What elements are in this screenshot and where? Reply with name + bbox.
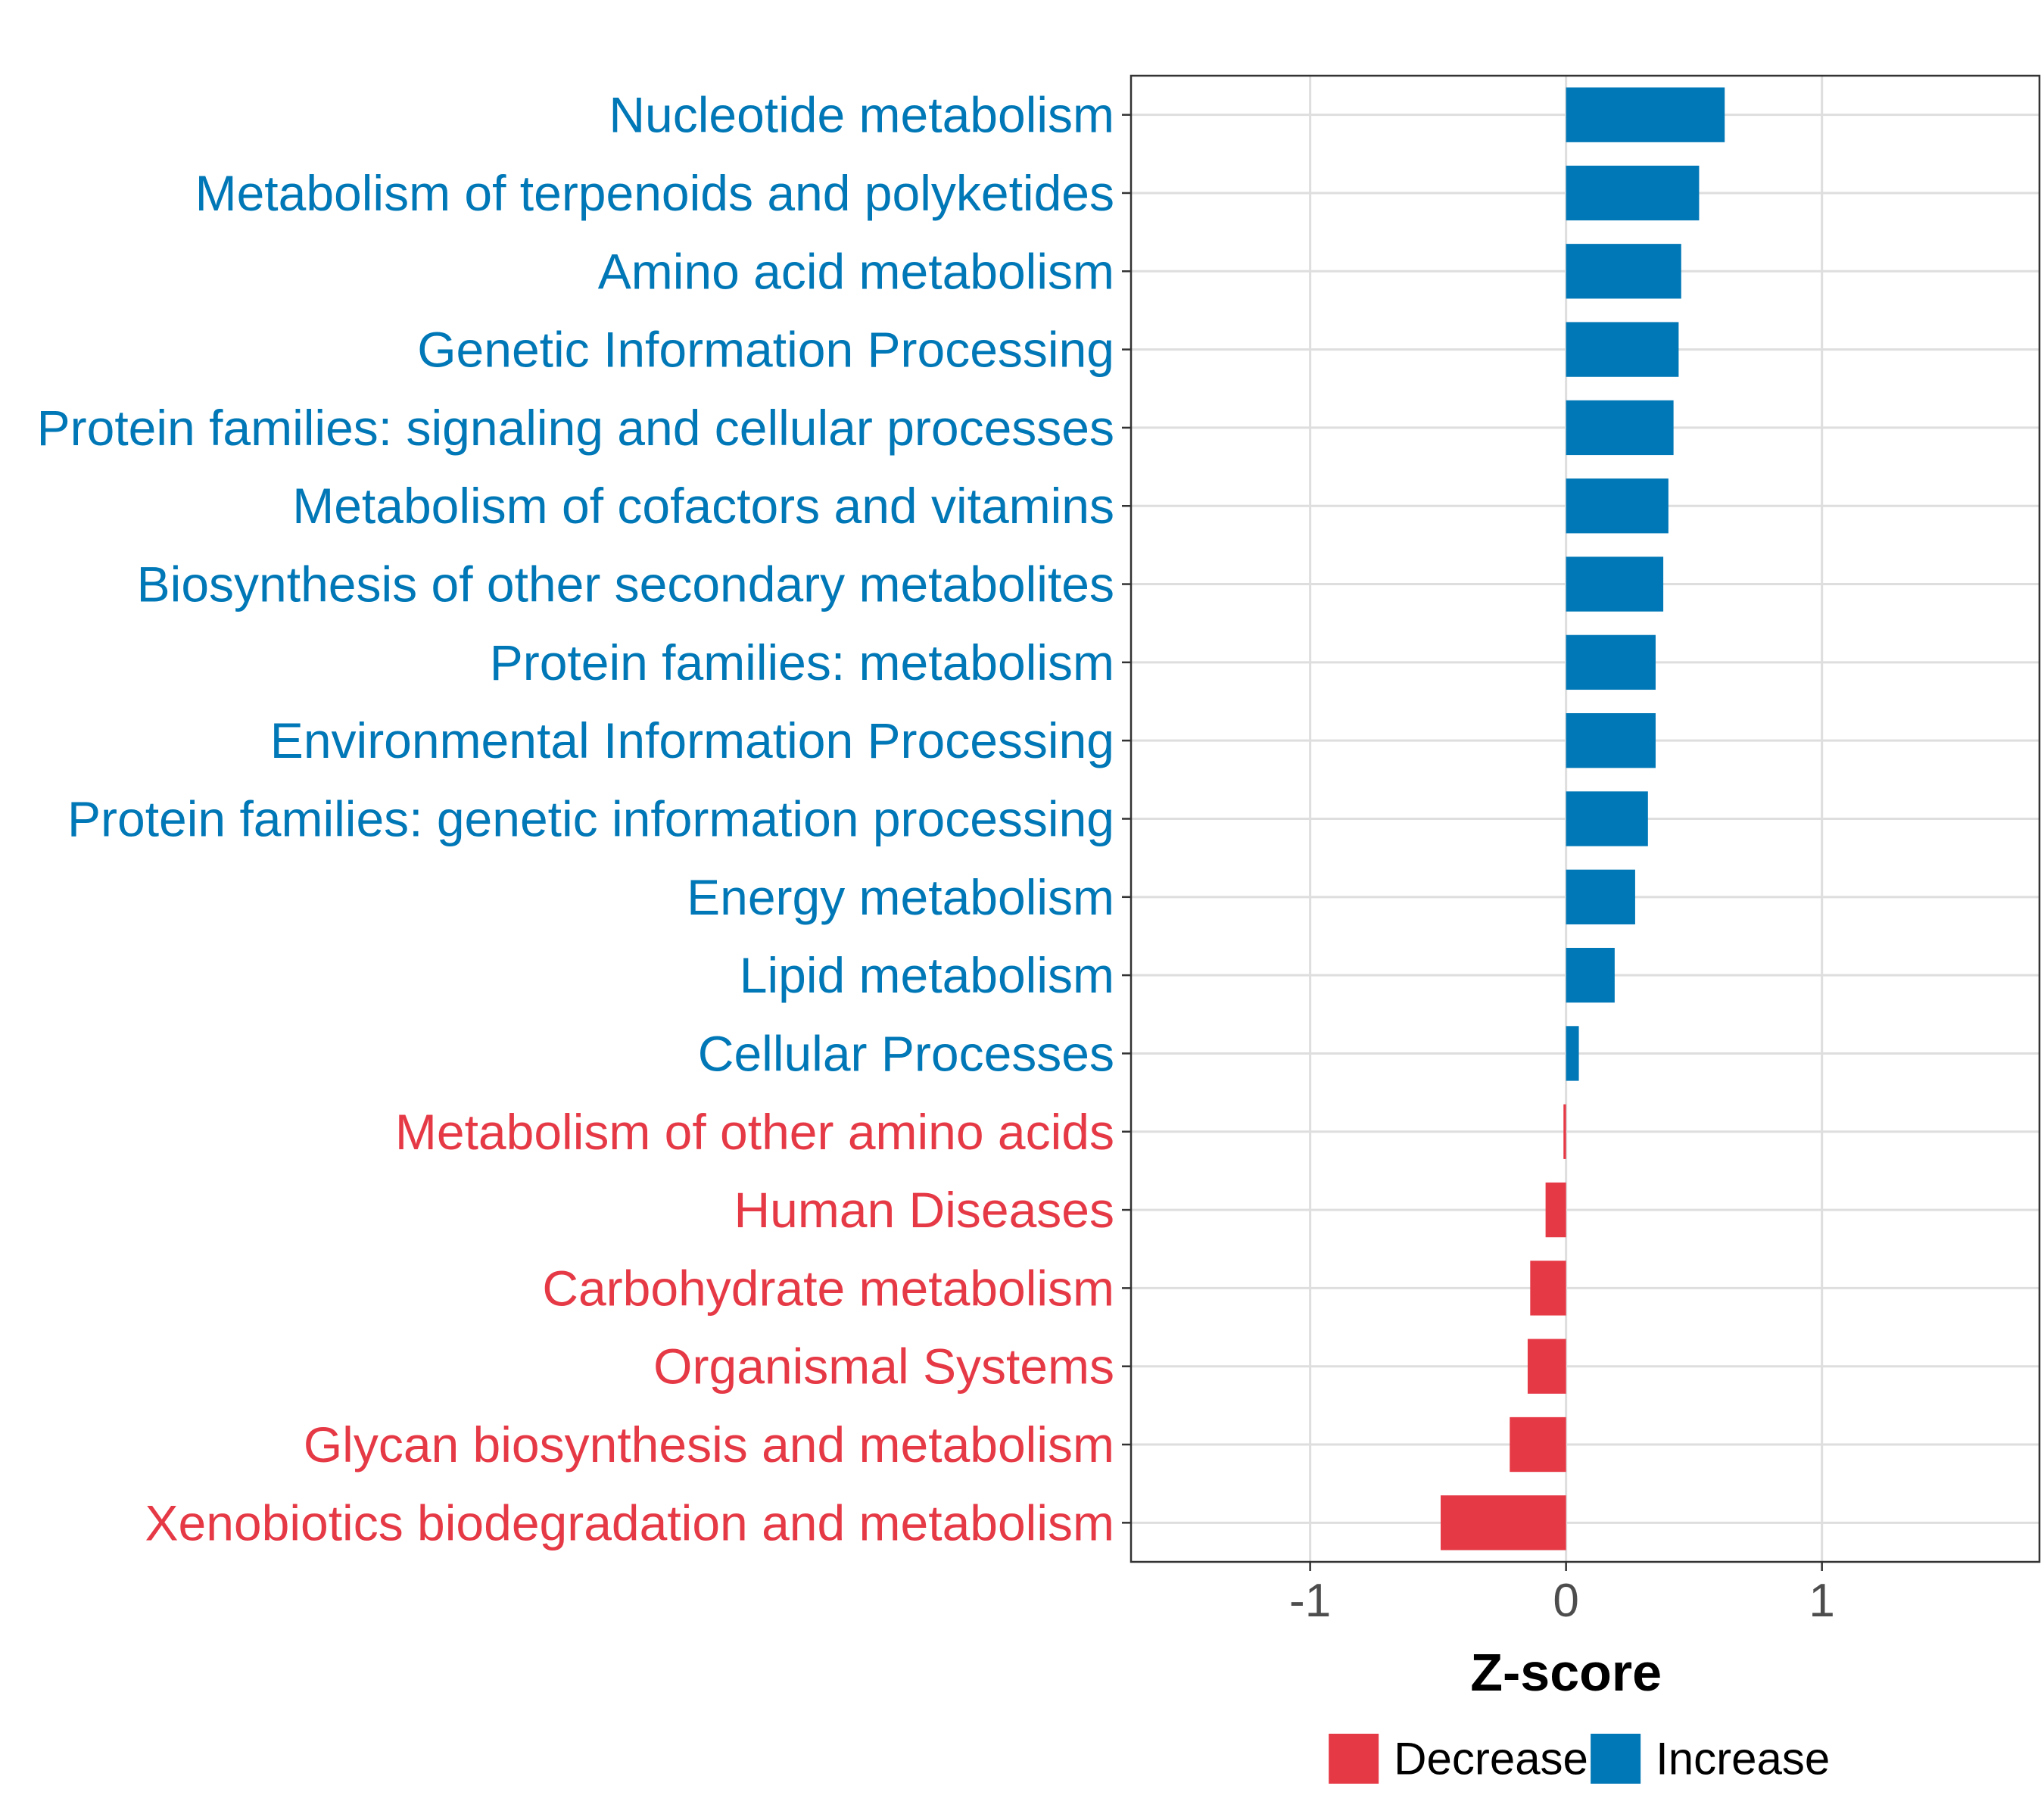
bar <box>1527 1339 1566 1394</box>
y-axis-ticks: Nucleotide metabolism Metabolism of terpe… <box>37 87 1131 1551</box>
category-label: Protein families: signaling and cellular… <box>37 400 1114 456</box>
category-label: Biosynthesis of other secondary metaboli… <box>137 556 1114 612</box>
category-label: Environmental Information Processing <box>270 712 1114 768</box>
x-tick-label: 1 <box>1809 1575 1834 1627</box>
x-tick-label: 0 <box>1553 1575 1578 1627</box>
bar <box>1566 791 1648 846</box>
bar <box>1566 1026 1579 1081</box>
x-tick-label: -1 <box>1289 1575 1331 1627</box>
bar <box>1566 87 1725 142</box>
category-label: Metabolism of cofactors and vitamins <box>292 478 1114 534</box>
category-label: Protein families: metabolism <box>490 634 1114 690</box>
category-label: Genetic Information Processing <box>417 322 1114 378</box>
bars <box>1441 87 1725 1551</box>
category-label: Carbohydrate metabolism <box>542 1260 1114 1316</box>
bar <box>1566 165 1700 221</box>
category-label: Organismal Systems <box>653 1339 1114 1395</box>
category-label: Xenobiotics biodegradation and metabolis… <box>145 1494 1115 1551</box>
category-label: Human Diseases <box>734 1182 1114 1238</box>
category-label: Metabolism of other amino acids <box>395 1104 1114 1160</box>
bar <box>1566 556 1664 612</box>
category-label: Glycan biosynthesis and metabolism <box>304 1417 1114 1473</box>
bar <box>1566 244 1681 299</box>
category-label: Amino acid metabolism <box>598 243 1114 299</box>
bar <box>1545 1182 1566 1238</box>
category-label: Nucleotide metabolism <box>609 87 1114 143</box>
bar <box>1530 1261 1566 1316</box>
legend-swatch <box>1329 1734 1379 1784</box>
category-label: Protein families: genetic information pr… <box>67 791 1114 847</box>
bar <box>1566 478 1669 534</box>
bar <box>1441 1495 1566 1551</box>
category-label: Metabolism of terpenoids and polyketides <box>195 165 1114 221</box>
legend-label: Decrease <box>1394 1734 1588 1784</box>
bar <box>1566 322 1679 377</box>
legend-label: Increase <box>1656 1734 1830 1784</box>
x-axis-ticks: -1 0 1 <box>1289 1562 1835 1627</box>
bar <box>1566 634 1656 690</box>
x-axis-title: Z-score <box>1470 1643 1662 1702</box>
category-label: Cellular Processes <box>698 1025 1114 1081</box>
bar <box>1566 400 1674 456</box>
bar <box>1566 713 1656 768</box>
legend-swatch <box>1591 1734 1641 1784</box>
legend: Decrease Increase <box>1329 1734 1830 1784</box>
bar <box>1566 869 1635 924</box>
category-label: Lipid metabolism <box>740 947 1114 1003</box>
bar <box>1563 1104 1566 1159</box>
bar <box>1510 1417 1566 1473</box>
bar <box>1566 947 1615 1003</box>
category-label: Energy metabolism <box>687 869 1114 925</box>
